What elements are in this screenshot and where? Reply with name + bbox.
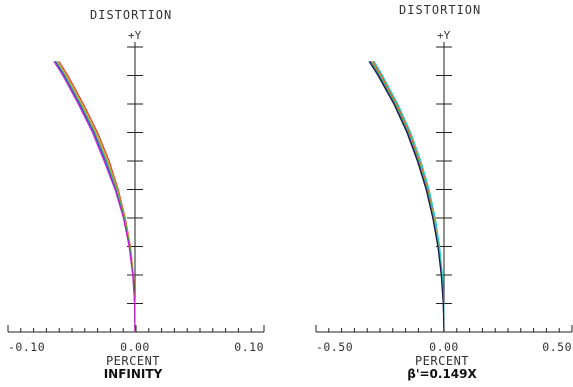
distortion-series-4 (54, 60, 136, 333)
x-axis-label: PERCENT (106, 354, 160, 368)
y-axis-label: +Y (128, 29, 142, 42)
x-axis-label: PERCENT (415, 354, 469, 368)
distortion-series-3 (55, 60, 136, 333)
condition-label: INFINITY (104, 367, 163, 381)
distortion-series-4 (370, 60, 445, 333)
distortion-series-1 (372, 60, 445, 333)
y-axis-label: +Y (437, 29, 451, 42)
chart-title: DISTORTION (399, 3, 481, 17)
x-tick-label: 0.10 (234, 340, 264, 354)
condition-label: β'=0.149X (407, 367, 477, 381)
distortion-series-2 (57, 60, 136, 333)
distortion-series-1 (58, 60, 136, 333)
x-tick-label: -0.50 (316, 340, 353, 354)
x-tick-label: -0.10 (8, 340, 45, 354)
x-tick-label: 0.00 (120, 340, 150, 354)
x-tick-label: 0.00 (429, 340, 459, 354)
x-tick-label: 0.50 (542, 340, 572, 354)
distortion-chart-2: DISTORTION +Y -0.50 0.00 0.50 PERCENTβ'=0.149… (315, 3, 573, 381)
chart-title: DISTORTION (90, 8, 172, 22)
distortion-series-5 (53, 60, 136, 333)
distortion-series-3 (373, 60, 445, 333)
distortion-series-5 (369, 60, 445, 333)
distortion-series-2 (371, 60, 445, 333)
distortion-series-6 (368, 60, 445, 333)
